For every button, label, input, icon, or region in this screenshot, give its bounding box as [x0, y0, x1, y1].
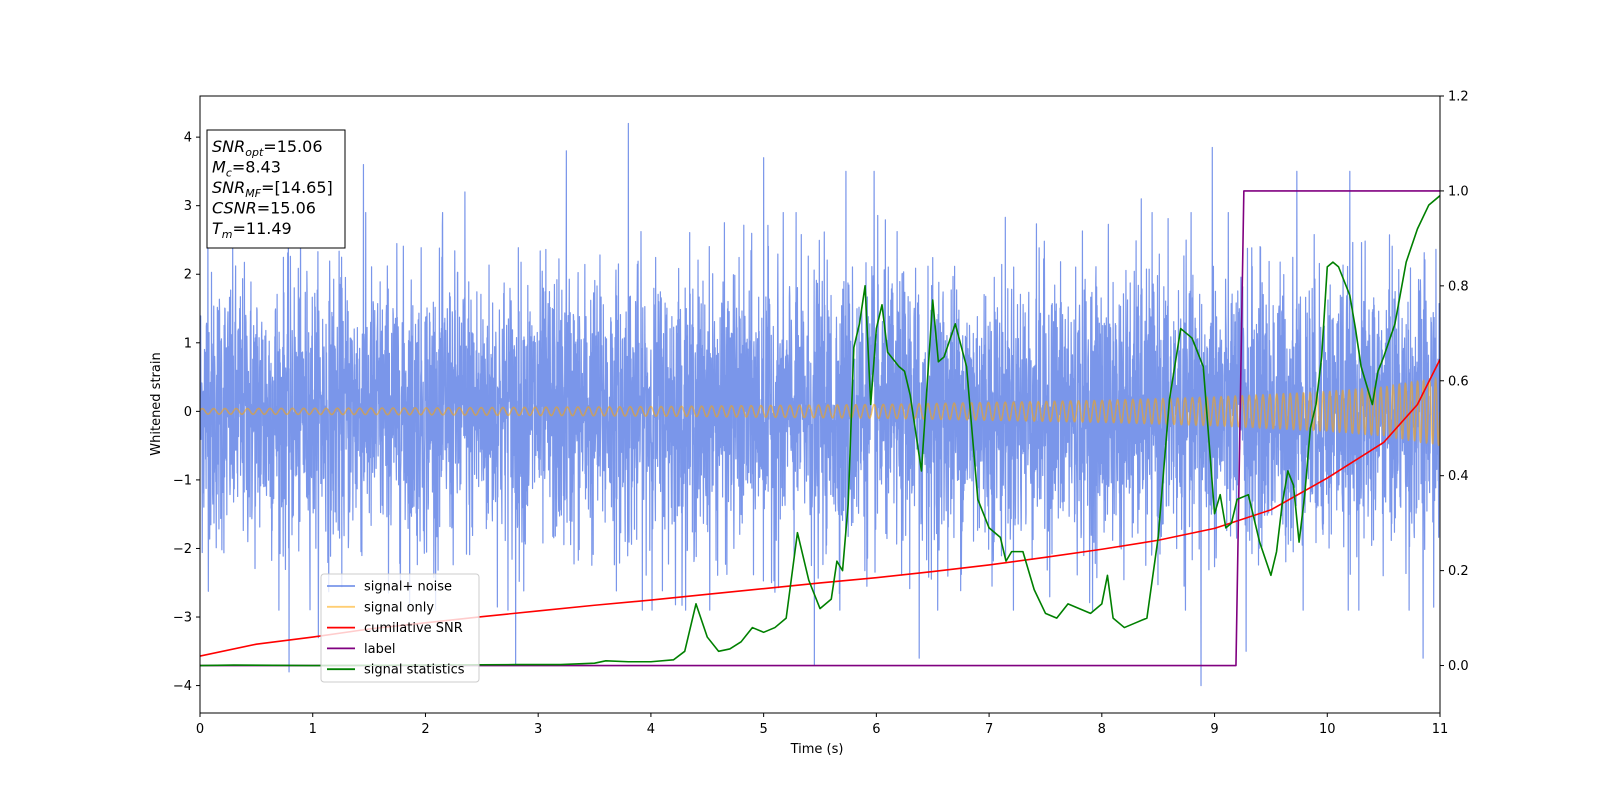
y-tick-label: 0	[184, 405, 192, 420]
y-tick-label: 3	[184, 199, 192, 214]
y-tick-label: −2	[173, 542, 192, 557]
annotation-symbol: T	[212, 219, 223, 238]
y-right-tick-label: 0.2	[1448, 564, 1469, 579]
series-line-signal-only	[200, 377, 1440, 446]
x-axis-label: Time (s)	[790, 742, 844, 757]
annotation-subscript: c	[226, 167, 232, 180]
y-tick-label: 2	[184, 268, 192, 283]
series-line-signal-statistics	[200, 195, 1440, 667]
x-tick-label: 7	[985, 722, 993, 737]
y-tick-label: 4	[184, 131, 192, 146]
ticks-layer: 0 1 2 3 4 5 6 7 8 9 10 11 −4 −3 −2 −1 0 1 2 3 4 0.0 0.2 0.4 0.6 0…	[173, 90, 1469, 738]
y-right-tick-label: 0.6	[1448, 374, 1469, 389]
annotation-line: SNRopt=15.06	[212, 137, 323, 159]
legend-frame	[320, 573, 480, 683]
y-tick-label: 1	[184, 336, 192, 351]
annotation-line: Mc=8.43	[212, 158, 281, 180]
annotation-value: =15.06	[263, 137, 322, 156]
annotation-value: =15.06	[257, 199, 316, 218]
y-right-tick-label: 0.8	[1448, 279, 1469, 294]
annotation-subscript: opt	[245, 146, 264, 159]
legend-entry: cumilative SNR	[364, 621, 463, 636]
annotation-symbol: SNR	[212, 178, 245, 197]
annotation-line: CSNR=15.06	[212, 199, 316, 218]
legend-entry: signal+ noise	[364, 580, 452, 595]
x-tick-label: 4	[647, 722, 655, 737]
annotation-symbol: M	[212, 158, 226, 177]
annotation-frame	[206, 129, 346, 249]
x-tick-label: 5	[759, 722, 767, 737]
legend: signal+ noise signal only cumilative SNR la…	[320, 573, 480, 683]
legend-entry: label	[364, 642, 395, 657]
legend-entry: signal only	[364, 600, 434, 615]
y-right-tick-label: 1.2	[1448, 90, 1469, 105]
series-line-signal-noise	[200, 122, 1440, 687]
x-tick-label: 8	[1098, 722, 1106, 737]
annotation-line: SNRMF=[14.65]	[212, 178, 333, 200]
annotation-symbol: SNR	[212, 137, 245, 156]
annotation-subscript: m	[222, 228, 233, 241]
series-line-label	[200, 190, 1440, 667]
x-tick-label: 11	[1432, 722, 1449, 737]
x-tick-label: 0	[196, 722, 204, 737]
x-tick-label: 10	[1319, 722, 1336, 737]
x-tick-label: 6	[872, 722, 880, 737]
x-tick-label: 1	[309, 722, 317, 737]
y-right-tick-label: 0.4	[1448, 469, 1469, 484]
x-tick-label: 9	[1210, 722, 1218, 737]
annotation-value: =11.49	[233, 219, 292, 238]
annotation-symbol: CSNR	[212, 199, 257, 218]
x-tick-label: 2	[421, 722, 429, 737]
legend-entry: signal statistics	[364, 663, 465, 678]
annotation-line: Tm=11.49	[212, 219, 292, 241]
annotation-subscript: MF	[245, 187, 261, 200]
y-tick-label: −1	[173, 473, 192, 488]
y-tick-label: −3	[173, 611, 192, 626]
annotation-value: =[14.65]	[261, 178, 333, 197]
y-tick-label: −4	[173, 679, 192, 694]
y-axis-label: Whitened strain	[149, 352, 164, 455]
annotation-value: =8.43	[232, 158, 281, 177]
y-right-tick-label: 1.0	[1448, 184, 1469, 199]
y-right-tick-label: 0.0	[1448, 659, 1469, 674]
x-tick-label: 3	[534, 722, 542, 737]
annotation-box: SNRopt=15.06Mc=8.43SNRMF=[14.65]CSNR=15.…	[206, 129, 346, 249]
axes-frame	[199, 95, 1441, 714]
